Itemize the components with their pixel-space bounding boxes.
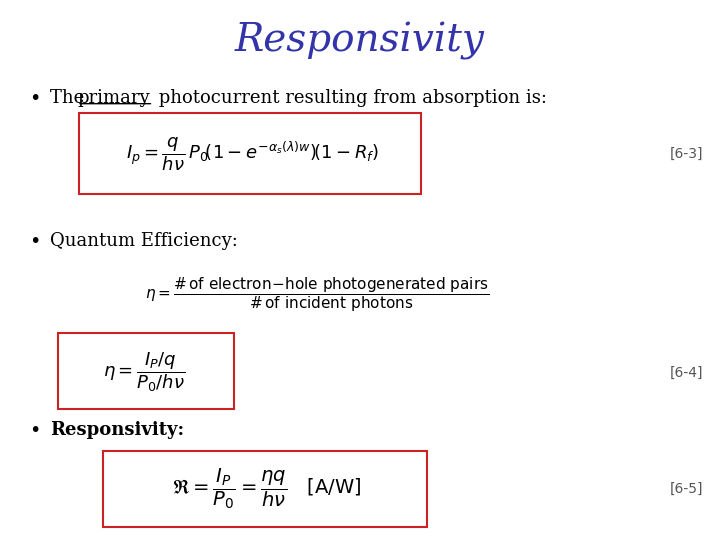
Text: [6-5]: [6-5] [670,482,703,496]
Text: •: • [29,232,40,251]
Text: Responsivity:: Responsivity: [50,421,184,439]
Text: •: • [29,421,40,440]
Text: [6-4]: [6-4] [670,366,703,380]
Text: $\eta = \dfrac{\#\,\mathrm{of\ electron\!-\!hole\ photogenerated\ pairs}}{\#\,\m: $\eta = \dfrac{\#\,\mathrm{of\ electron\… [145,275,489,314]
Text: [6-3]: [6-3] [670,147,703,161]
Text: The: The [50,89,91,107]
Text: photocurrent resulting from absorption is:: photocurrent resulting from absorption i… [153,89,547,107]
Text: primary: primary [77,89,150,107]
Text: $\mathfrak{R} = \dfrac{I_P}{P_0} = \dfrac{\eta q}{h\nu}\quad\mathrm{[A/W]}$: $\mathfrak{R} = \dfrac{I_P}{P_0} = \dfra… [172,467,361,511]
Text: Responsivity: Responsivity [235,22,485,59]
Text: $I_p = \dfrac{q}{h\nu}\,P_0\!\left(1-e^{-\alpha_s(\lambda)w}\right)\!(1-R_f)$: $I_p = \dfrac{q}{h\nu}\,P_0\!\left(1-e^{… [125,135,379,173]
Text: •: • [29,89,40,108]
Text: Quantum Efficiency:: Quantum Efficiency: [50,232,238,250]
Text: $\eta = \dfrac{I_P / q}{P_0 / h\nu}$: $\eta = \dfrac{I_P / q}{P_0 / h\nu}$ [103,351,185,394]
